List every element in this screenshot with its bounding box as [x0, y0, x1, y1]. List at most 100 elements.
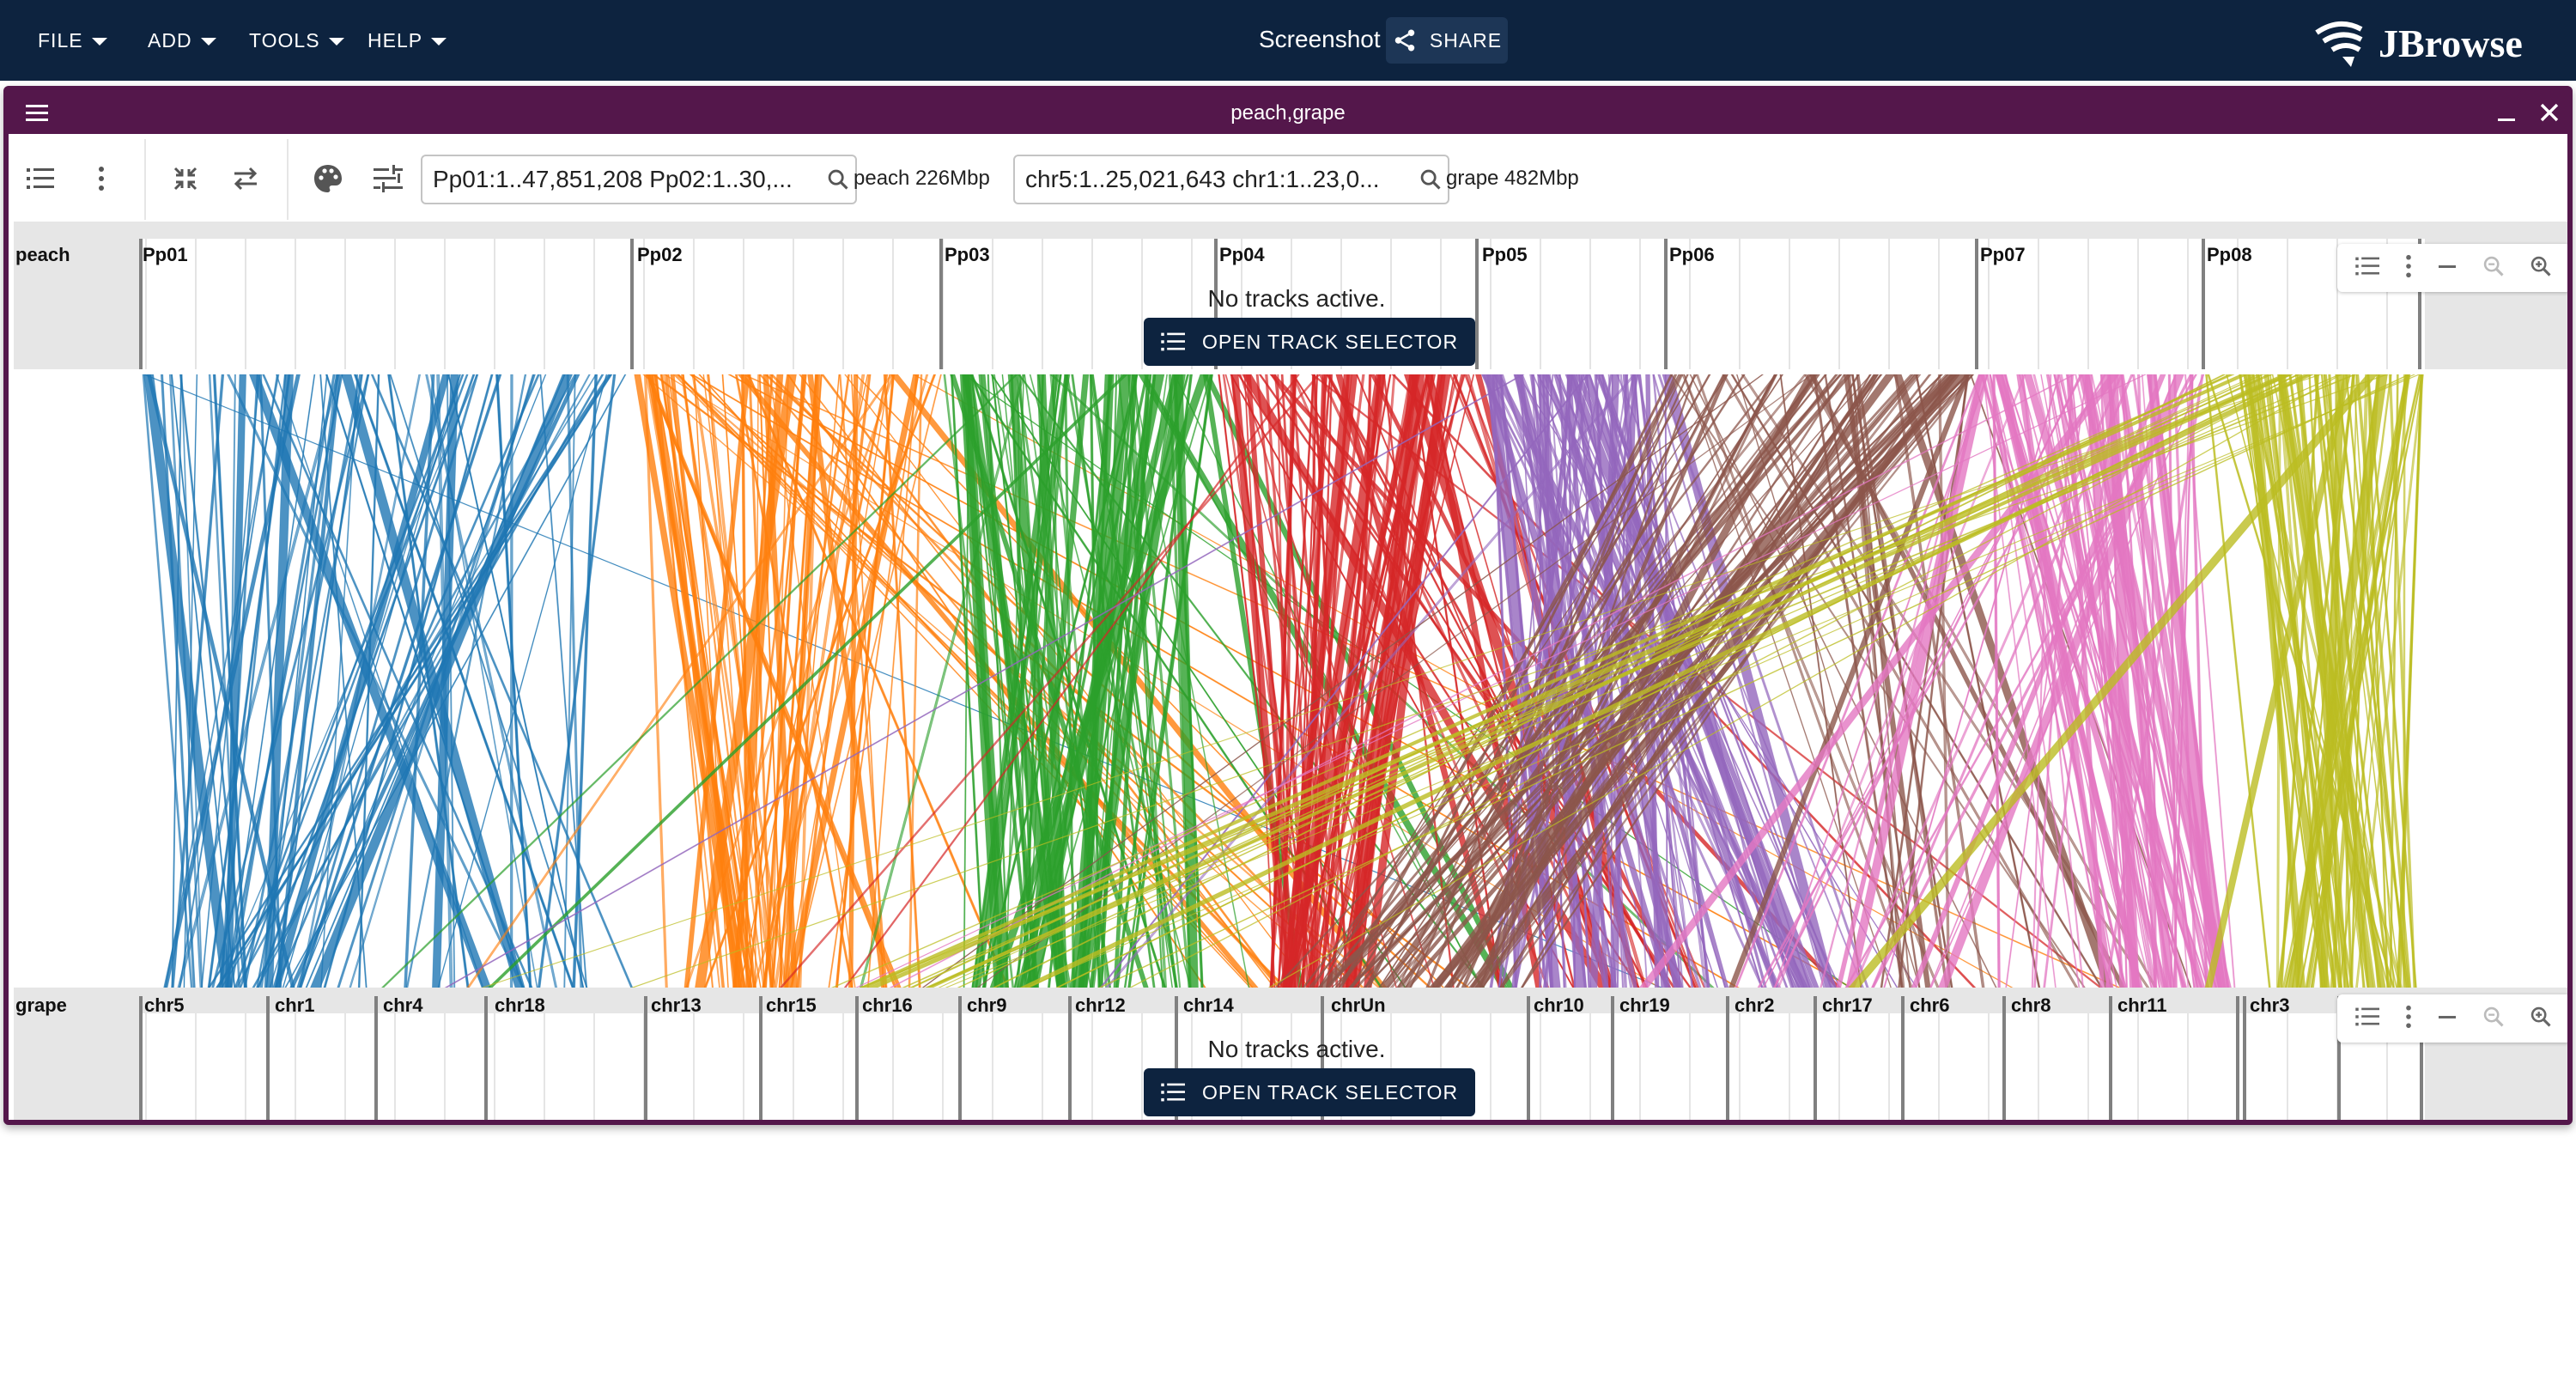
synteny-ribbon[interactable] — [1311, 374, 1883, 1080]
synteny-ribbon[interactable] — [2278, 374, 2350, 1080]
synteny-ribbon[interactable] — [2275, 374, 2281, 1080]
synteny-ribbon[interactable] — [1601, 374, 1824, 1080]
minimize-icon[interactable] — [2492, 98, 2521, 127]
bottom-open-track-selector-button[interactable]: OPEN TRACK SELECTOR — [1144, 1068, 1476, 1116]
top-ref-label[interactable]: Pp02 — [637, 244, 683, 265]
synteny-ribbon[interactable] — [1779, 374, 1874, 1080]
synteny-ribbon[interactable] — [1356, 374, 1725, 1080]
synteny-ribbon[interactable] — [682, 374, 777, 1080]
synteny-ribbon[interactable] — [1061, 374, 1152, 1080]
synteny-ribbon[interactable] — [816, 374, 2415, 1080]
synteny-ribbon[interactable] — [710, 374, 2233, 1080]
synteny-ribbon[interactable] — [160, 374, 201, 1080]
top-location-input[interactable]: Pp01:1..47,851,208 Pp02:1..30,... — [421, 155, 857, 204]
hamburger-icon[interactable] — [26, 103, 50, 124]
bottom-ref-label[interactable]: chr8 — [2011, 994, 2051, 1016]
synteny-ribbon[interactable] — [1243, 374, 1872, 1080]
bottom-ref-label[interactable]: chr6 — [1910, 994, 1950, 1016]
synteny-ribbon[interactable] — [526, 374, 617, 1080]
synteny-ribbon[interactable] — [198, 374, 605, 1080]
synteny-ribbon[interactable] — [1371, 374, 1922, 1080]
synteny-ribbon[interactable] — [634, 374, 2357, 1080]
top-ref-label[interactable]: Pp03 — [945, 244, 990, 265]
synteny-ribbon[interactable] — [240, 374, 461, 1080]
top-ref-label[interactable]: Pp01 — [143, 244, 188, 265]
synteny-ribbon[interactable] — [680, 374, 797, 1080]
bottom-ref-label[interactable]: chr13 — [651, 994, 702, 1016]
synteny-ribbon[interactable] — [249, 374, 526, 1080]
synteny-ribbon[interactable] — [764, 374, 818, 1080]
synteny-ribbon[interactable] — [794, 374, 1765, 1080]
synteny-ribbon[interactable] — [2047, 374, 2184, 1080]
view-title[interactable]: peach,grape — [1230, 101, 1346, 125]
synteny-ribbon[interactable] — [269, 374, 479, 1080]
synteny-ribbon[interactable] — [163, 374, 225, 1080]
synteny-ribbon[interactable] — [239, 374, 370, 1080]
synteny-ribbon[interactable] — [1037, 374, 1113, 1080]
bottom-location-input[interactable]: chr5:1..25,021,643 chr1:1..23,0... — [1013, 155, 1449, 204]
menu-help[interactable]: HELP — [368, 24, 447, 57]
synteny-ribbon[interactable] — [1704, 374, 2107, 1080]
bottom-ref-label[interactable]: chr14 — [1183, 994, 1234, 1016]
synteny-ribbon[interactable] — [1832, 374, 2134, 1080]
synteny-ribbon[interactable] — [714, 374, 2341, 1080]
synteny-ribbon[interactable] — [2081, 374, 2228, 1080]
synteny-ribbon[interactable] — [2027, 374, 2075, 1080]
synteny-ribbon[interactable] — [281, 374, 1525, 1080]
synteny-ribbon[interactable] — [2172, 374, 2201, 1080]
synteny-ribbon[interactable] — [261, 374, 547, 1080]
synteny-ribbon[interactable] — [227, 374, 569, 1080]
top-ref-label[interactable]: Pp04 — [1219, 244, 1265, 265]
top-ref-label[interactable]: Pp06 — [1669, 244, 1715, 265]
synteny-ribbon[interactable] — [1457, 374, 1942, 1080]
palette-icon[interactable] — [311, 161, 345, 196]
synteny-ribbon[interactable] — [1079, 374, 1157, 1080]
synteny-ribbon[interactable] — [1266, 374, 1297, 1080]
synteny-ribbon[interactable] — [850, 374, 890, 1080]
bottom-ref-label[interactable]: chr4 — [383, 994, 423, 1016]
zoom-out-icon[interactable] — [2482, 1005, 2506, 1033]
synteny-ribbon[interactable] — [1467, 374, 1872, 1080]
synteny-ribbon[interactable] — [169, 374, 182, 1080]
synteny-ribbon[interactable] — [366, 374, 2389, 1080]
zoom-in-icon[interactable] — [2529, 254, 2553, 283]
synteny-ribbon[interactable] — [660, 374, 2147, 1080]
synteny-ribbon[interactable] — [1567, 374, 2120, 1080]
synteny-ribbon[interactable] — [1407, 374, 1777, 1080]
synteny-ribbon[interactable] — [1575, 374, 1856, 1080]
synteny-ribbon[interactable] — [314, 374, 359, 1080]
bottom-ref-label[interactable]: chr12 — [1075, 994, 1126, 1016]
synteny-ribbon[interactable] — [795, 374, 819, 1080]
synteny-ribbon[interactable] — [2059, 374, 2202, 1080]
synteny-ribbon[interactable] — [2403, 374, 2406, 1080]
more-vert-icon[interactable] — [2404, 1005, 2413, 1033]
synteny-ribbon[interactable] — [341, 374, 552, 1080]
top-ref-label[interactable]: Pp05 — [1482, 244, 1528, 265]
menu-tools[interactable]: TOOLS — [249, 24, 344, 57]
share-button[interactable]: SHARE — [1386, 17, 1508, 64]
bottom-ref-label[interactable]: chr2 — [1735, 994, 1775, 1016]
synteny-ribbon[interactable] — [392, 374, 1128, 1080]
synteny-ribbon[interactable] — [746, 374, 1049, 1080]
synteny-ribbon[interactable] — [721, 374, 806, 1080]
synteny-ribbon[interactable] — [387, 374, 527, 1080]
synteny-ribbon[interactable] — [2296, 374, 2356, 1080]
bottom-ref-label[interactable]: chr15 — [766, 994, 817, 1016]
synteny-ribbon[interactable] — [643, 374, 671, 1080]
synteny-ribbon[interactable] — [1218, 374, 1303, 1080]
synteny-ribbon[interactable] — [204, 374, 2322, 1080]
synteny-ribbon[interactable] — [760, 374, 866, 1080]
synteny-ribbon[interactable] — [697, 374, 1321, 1080]
synteny-ribbon[interactable] — [785, 374, 872, 1080]
menu-file[interactable]: FILE — [38, 24, 107, 57]
synteny-ribbon[interactable] — [1443, 374, 1882, 1080]
bottom-ref-label[interactable]: chr10 — [1534, 994, 1584, 1016]
synteny-ribbon[interactable] — [1104, 374, 1194, 1080]
synteny-ribbon[interactable] — [199, 374, 465, 1080]
bottom-ref-label[interactable]: chr3 — [2250, 994, 2290, 1016]
tune-icon[interactable] — [371, 161, 405, 196]
top-open-track-selector-button[interactable]: OPEN TRACK SELECTOR — [1144, 318, 1476, 366]
synteny-ribbon[interactable] — [1695, 374, 1946, 1080]
bottom-ref-label[interactable]: chr18 — [495, 994, 545, 1016]
synteny-ribbon[interactable] — [2348, 374, 2367, 1080]
